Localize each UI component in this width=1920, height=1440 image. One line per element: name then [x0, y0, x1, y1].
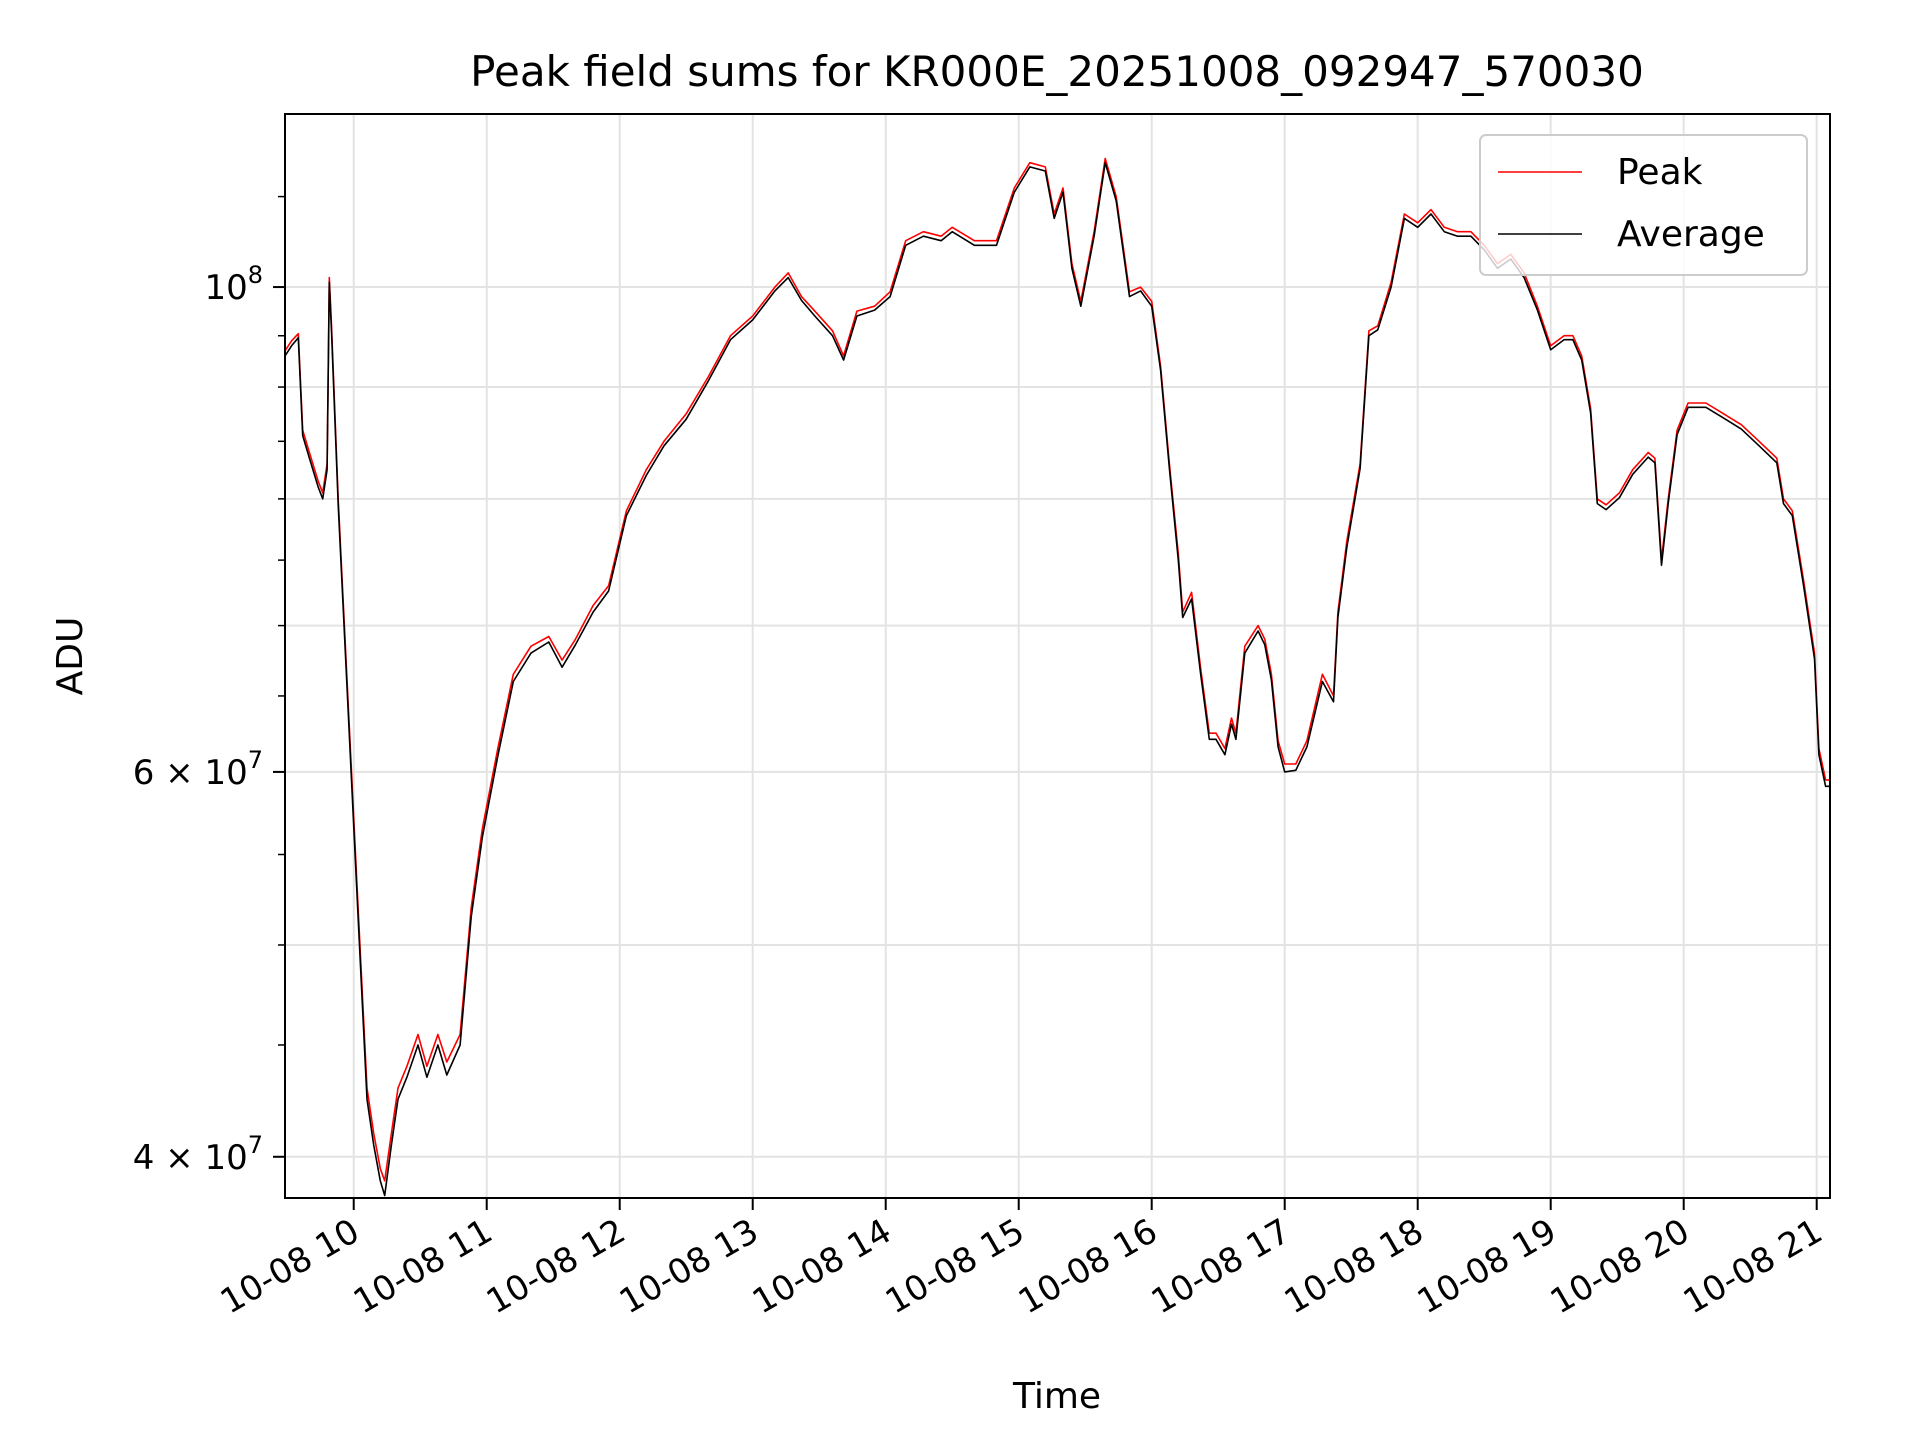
legend-label-average: Average [1617, 214, 1765, 255]
series-line-average [285, 161, 1830, 1197]
y-tick-label: 6 × 107 [133, 746, 263, 793]
chart-title: Peak field sums for KR000E_20251008_0929… [470, 47, 1644, 96]
legend-box [1479, 134, 1808, 276]
y-axis: 108 6 × 107 4 × 107 [133, 195, 285, 1178]
y-tick-label: 4 × 107 [133, 1131, 263, 1178]
legend-label-peak: Peak [1617, 152, 1703, 193]
y-axis-label: ADU [50, 617, 91, 696]
plot-area-frame [284, 113, 1831, 1199]
legend: Peak Average [1479, 134, 1808, 276]
y-tick-label: 108 [204, 261, 263, 308]
x-axis-label: Time [1012, 1376, 1101, 1417]
grid [285, 114, 1830, 1198]
series-layer [285, 157, 1830, 1197]
